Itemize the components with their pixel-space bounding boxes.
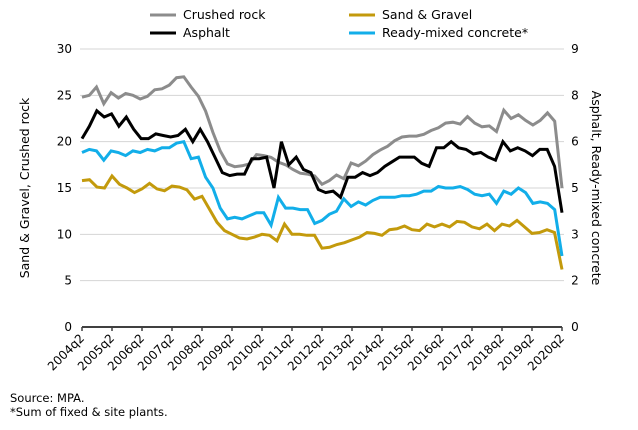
y-left-tick-label: 25	[57, 88, 72, 102]
y-right-tick-label: 3	[571, 227, 579, 241]
legend-item-sand-gravel: Sand & Gravel	[349, 7, 472, 22]
legend-label-sand-gravel: Sand & Gravel	[382, 7, 472, 22]
legend-item-ready-mixed-concrete: Ready-mixed concrete*	[349, 25, 528, 40]
y-left-tick-label: 5	[64, 274, 72, 288]
legend-item-asphalt: Asphalt	[150, 25, 230, 40]
y-right-tick-label: 2	[571, 274, 579, 288]
series-line-asphalt	[80, 108, 564, 213]
y-left-tick-label: 30	[57, 42, 72, 56]
source-note: Source: MPA.	[10, 391, 85, 405]
x-axis: 2004q22005q22006q22007q22008q22009q22010…	[45, 326, 567, 374]
y-right-tick-label: 5	[571, 181, 579, 195]
legend-label-asphalt: Asphalt	[183, 25, 230, 40]
y-axis-right: 0 2 3 5 6 8 9	[571, 42, 579, 334]
y-axis-right-title: Asphalt, Ready-mixed concrete	[589, 91, 604, 286]
legend-label-crushed-rock: Crushed rock	[183, 7, 266, 22]
y-right-tick-label: 9	[571, 42, 579, 56]
y-right-tick-label: 0	[571, 320, 579, 334]
gridlines	[80, 48, 564, 282]
legend: Crushed rock Asphalt Sand & Gravel Ready…	[150, 7, 528, 40]
y-left-tick-label: 15	[57, 181, 72, 195]
y-left-tick-label: 0	[64, 320, 72, 334]
legend-item-crushed-rock: Crushed rock	[150, 7, 266, 22]
y-right-tick-label: 6	[571, 135, 579, 149]
y-axis-left: 0 5 10 15 20 25 30	[57, 42, 72, 334]
legend-label-ready-mixed-concrete: Ready-mixed concrete*	[382, 25, 528, 40]
y-right-tick-label: 8	[571, 88, 579, 102]
series-line-ready-mixed-concrete	[81, 139, 564, 257]
y-left-tick-label: 20	[57, 135, 72, 149]
y-axis-left-title: Sand & Gravel, Crushed rock	[17, 97, 32, 278]
y-left-tick-label: 10	[57, 227, 72, 241]
series-line-crushed-rock	[81, 75, 564, 189]
footnote: *Sum of fixed & site plants.	[10, 405, 168, 419]
series-lines	[80, 75, 564, 270]
series-line-sand-gravel	[81, 173, 564, 270]
